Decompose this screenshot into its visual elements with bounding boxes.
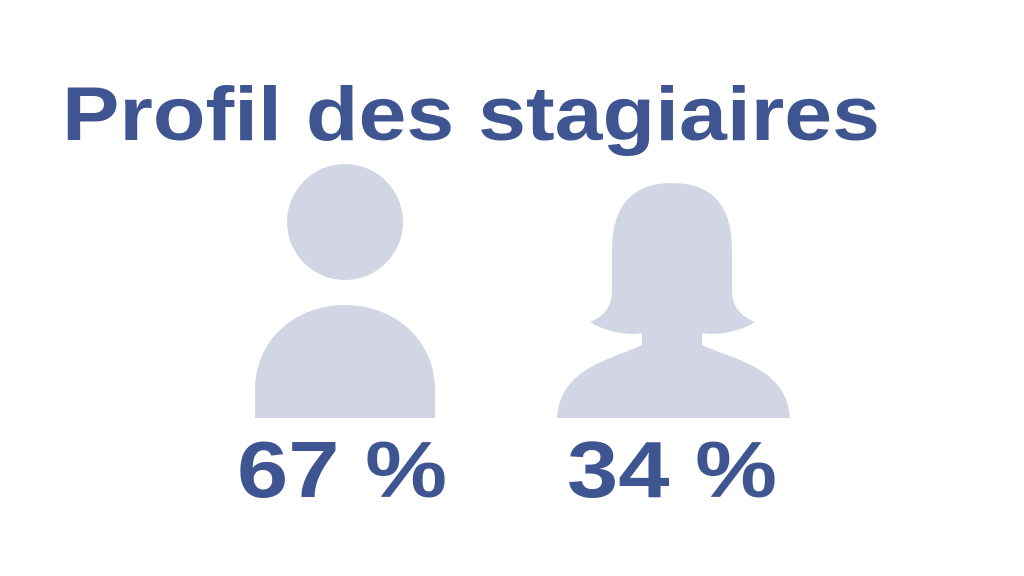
female-percentage: 34 % <box>567 425 777 514</box>
male-percentage: 67 % <box>237 425 447 514</box>
male-icon <box>255 164 435 418</box>
male-body <box>255 305 435 418</box>
female-silhouette <box>557 183 790 418</box>
male-head <box>287 164 403 280</box>
female-icon <box>557 183 790 418</box>
title: Profil des stagiaires <box>62 72 880 157</box>
